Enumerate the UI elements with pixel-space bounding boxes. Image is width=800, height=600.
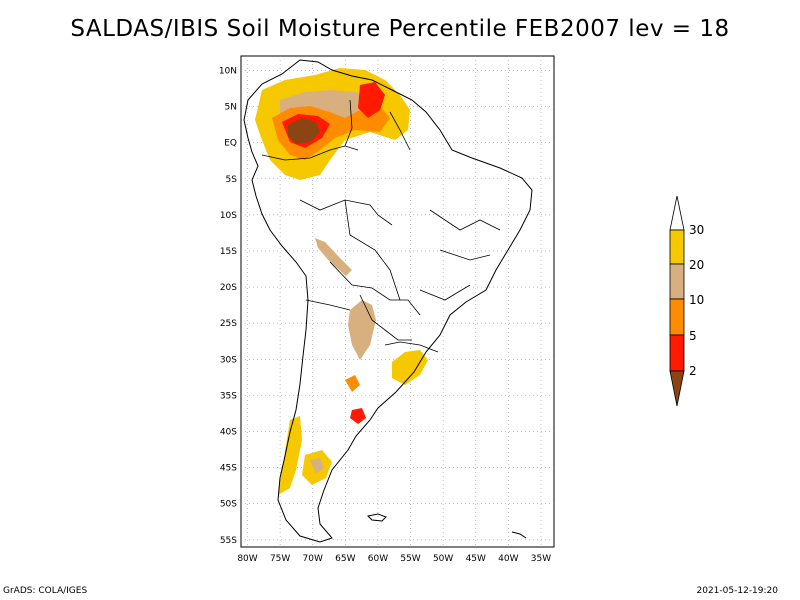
lon-tick-label: 75W xyxy=(270,554,290,564)
longitude-labels: 80W 75W 70W 65W 60W 55W 50W 45W 40W 35W xyxy=(237,554,551,564)
legend-label-30: 30 xyxy=(689,223,704,237)
legend-label-5: 5 xyxy=(689,329,697,343)
legend-swatch-20-30 xyxy=(669,229,685,265)
shade-tan-chaco xyxy=(348,300,376,360)
south-america-outline xyxy=(243,59,533,543)
lat-tick-label: EQ xyxy=(224,139,237,149)
footer-timestamp: 2021-05-12-19:20 xyxy=(696,586,779,596)
lat-tick-label: 10S xyxy=(220,211,237,221)
legend-label-10: 10 xyxy=(689,293,704,307)
lat-tick-label: 45S xyxy=(220,464,237,474)
shade-tan-bolivia xyxy=(315,238,352,276)
lon-tick-label: 80W xyxy=(237,554,257,564)
legend-label-2: 2 xyxy=(689,364,697,378)
legend-top-arrow xyxy=(669,195,685,231)
map-title: SALDAS/IBIS Soil Moisture Percentile FEB… xyxy=(70,16,730,42)
lat-tick-label: 25S xyxy=(220,319,237,329)
lat-tick-label: 5N xyxy=(225,103,237,113)
lat-tick-label: 15S xyxy=(220,247,237,257)
footer-credit: GrADS: COLA/IGES xyxy=(3,586,88,596)
color-legend: 30 20 10 5 2 xyxy=(669,195,704,407)
shade-yellow-uruguay xyxy=(392,350,428,385)
lat-tick-label: 5S xyxy=(226,175,238,185)
lon-tick-label: 65W xyxy=(335,554,355,564)
latitude-labels: 10N 5N EQ 5S 10S 15S 20S 25S 30S 35S 40S 45S 50S 55S xyxy=(219,66,237,545)
lon-tick-label: 40W xyxy=(498,554,518,564)
shade-tan-patagonia xyxy=(310,458,324,474)
legend-label-20: 20 xyxy=(689,258,704,272)
south-georgia xyxy=(511,531,527,539)
lon-tick-label: 55W xyxy=(400,554,420,564)
shade-brown-north xyxy=(288,118,320,144)
lat-tick-label: 30S xyxy=(220,355,237,365)
lat-tick-label: 20S xyxy=(220,283,237,293)
falkland-islands xyxy=(366,513,387,522)
shade-tan-north2 xyxy=(330,92,355,110)
shade-red-buenosaires xyxy=(350,408,366,424)
lon-tick-label: 35W xyxy=(531,554,551,564)
legend-bottom-arrow xyxy=(669,370,685,407)
lon-tick-label: 70W xyxy=(303,554,323,564)
legend-swatch-2-5 xyxy=(669,334,685,372)
lon-tick-label: 50W xyxy=(433,554,453,564)
lat-tick-label: 35S xyxy=(220,391,237,401)
country-borders xyxy=(261,99,501,353)
lat-tick-label: 10N xyxy=(219,66,237,76)
lon-tick-label: 45W xyxy=(466,554,486,564)
shade-red-north2 xyxy=(358,82,385,118)
lat-tick-label: 50S xyxy=(220,500,237,510)
lat-tick-label: 55S xyxy=(220,536,237,546)
shade-yellow-patagonia xyxy=(278,416,302,495)
percentile-shading xyxy=(255,68,428,495)
lon-tick-label: 60W xyxy=(368,554,388,564)
legend-swatch-10-20 xyxy=(669,263,685,300)
lat-tick-label: 40S xyxy=(220,427,237,437)
legend-swatch-5-10 xyxy=(669,298,685,336)
shade-orange-pampa xyxy=(345,375,360,392)
